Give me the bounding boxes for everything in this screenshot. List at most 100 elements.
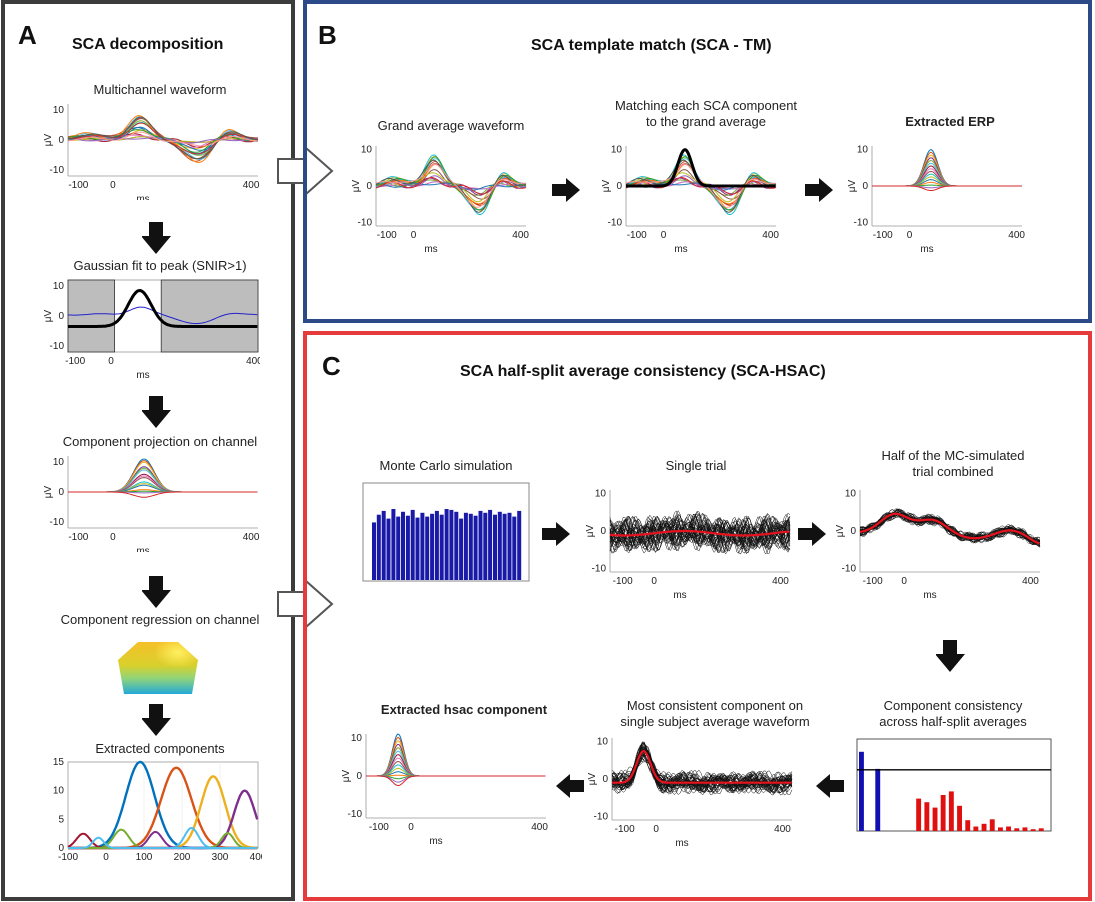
panel-a-title: SCA decomposition (72, 36, 224, 53)
y-tick-label: 10 (845, 489, 857, 500)
mc-bar (405, 515, 410, 580)
y-tick-label: 0 (58, 487, 64, 498)
y-tick-label: 0 (616, 181, 622, 192)
down-arrow-1 (142, 222, 171, 254)
mc-bar (372, 522, 376, 580)
plot-component-projection: 10 0 -10-100 0 400 ms μV (43, 456, 260, 552)
x-axis-label: ms (136, 194, 149, 200)
y-tick-label: 0 (58, 843, 64, 854)
x-tick-label: 400 (772, 576, 789, 587)
x-tick-label: -100 (863, 576, 883, 587)
y-tick-label: -10 (608, 217, 623, 228)
panel-b-letter: B (318, 20, 337, 50)
consistency-bar (998, 827, 1003, 831)
caption-most-consistent-line2: single subject average waveform (620, 714, 810, 729)
y-tick-label: -10 (842, 563, 857, 574)
consistency-bar (932, 807, 938, 831)
y-axis-label: μV (43, 485, 54, 498)
right-arrow-c1 (542, 522, 570, 546)
y-tick-label: 10 (611, 145, 623, 156)
consistency-bar (1038, 828, 1044, 831)
hsac-trace (366, 775, 546, 783)
trial-trace (859, 509, 1041, 542)
mc-bar (512, 516, 517, 580)
mc-bar (468, 513, 473, 580)
caption-consistency-line2: across half-split averages (879, 714, 1027, 729)
component-curve (68, 760, 258, 850)
x-tick-label: 400 (250, 852, 262, 863)
consistency-bar (940, 795, 946, 831)
component-curve (67, 832, 258, 849)
y-axis-label: μV (43, 309, 54, 322)
caption-matching-line2: to the grand average (646, 114, 766, 129)
grand-average-trace (375, 182, 526, 191)
x-axis-label: ms (675, 838, 688, 849)
plot-template-matching: 10 0 -10 -100 0 400 ms μV (601, 145, 779, 255)
plot-frame (856, 738, 1052, 832)
y-axis-label: μV (588, 772, 598, 785)
consistency-bar (859, 751, 864, 831)
x-tick-label: -100 (377, 230, 397, 241)
x-axis-label: ms (136, 370, 149, 381)
down-arrow-3 (142, 576, 171, 608)
trial-trace (609, 510, 791, 554)
y-tick-label: 0 (366, 181, 372, 192)
trial-trace (609, 512, 791, 554)
mc-bar (425, 516, 430, 580)
plot-monte-carlo-bars (362, 482, 530, 582)
mean-trace-red (859, 512, 1040, 545)
panel-b (303, 0, 1092, 323)
caption-component-regression: Component regression on channel (60, 612, 260, 627)
y-tick-label: 10 (53, 786, 65, 797)
trial-trace (611, 746, 793, 794)
caption-gaussian-fit: Gaussian fit to peak (SNIR>1) (73, 258, 247, 273)
mc-bar (410, 509, 415, 580)
y-axis-label: μV (43, 133, 54, 146)
channel-trace (67, 116, 259, 160)
trial-trace (609, 511, 791, 555)
plot-consistency-bars (856, 738, 1052, 832)
x-tick-label: -100 (615, 824, 635, 835)
x-tick-label: 0 (653, 824, 659, 835)
x-axis-label: ms (674, 244, 687, 255)
caption-most-consistent-line1: Most consistent component on (626, 698, 804, 713)
caption-extracted-erp: Extracted ERP (905, 114, 995, 129)
x-tick-label: 400 (512, 230, 529, 241)
caption-grand-average: Grand average waveform (377, 118, 525, 133)
trial-trace (611, 746, 793, 788)
plot-multichannel-waveform: 10 0 -10-100 0 400 ms μV (43, 104, 260, 200)
gaussian-fit-curve (68, 288, 258, 328)
x-tick-label: 0 (110, 532, 116, 543)
mc-bar (439, 514, 444, 580)
mc-bar (454, 511, 459, 580)
trial-trace (611, 755, 793, 793)
trial-trace (611, 759, 793, 794)
mc-bar (444, 509, 449, 580)
y-tick-label: -10 (594, 811, 609, 822)
x-tick-label: -100 (68, 532, 88, 543)
right-arrow-b2 (805, 178, 833, 202)
panel-b-title: SCA template match (SCA - TM) (531, 37, 772, 54)
hsac-trace (366, 767, 546, 777)
caption-half-mc-line1: Half of the MC-simulated (881, 448, 1025, 463)
mc-bar (493, 514, 497, 580)
mc-bar (386, 518, 391, 580)
consistency-bar (1030, 829, 1036, 831)
trial-trace (609, 514, 790, 552)
x-tick-label: 400 (762, 230, 779, 241)
y-tick-label: 10 (53, 105, 65, 116)
x-tick-label: 0 (110, 180, 116, 191)
x-tick-label: 400 (774, 824, 791, 835)
consistency-bar (973, 826, 979, 831)
projected-trace (68, 491, 258, 498)
y-tick-label: 10 (595, 489, 607, 500)
plot-most-consistent: 10 0 -10 -100 0 400 ms μV (588, 737, 793, 849)
mc-bar (497, 511, 502, 580)
hsac-trace (366, 775, 546, 786)
grand-average-trace (625, 163, 776, 208)
channel-trace-blue (68, 306, 258, 325)
consistency-bar (875, 768, 881, 831)
caption-component-projection: Component projection on channel (62, 434, 258, 449)
x-axis-label: ms (429, 836, 442, 847)
trial-trace (611, 741, 793, 794)
